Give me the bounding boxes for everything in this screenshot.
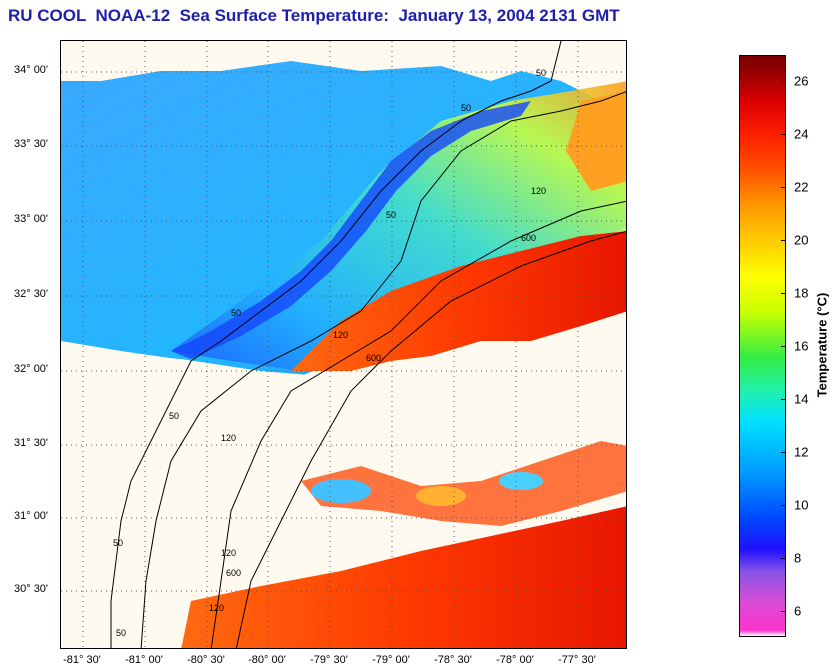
colorbar-label: Temperature (°C): [814, 292, 830, 398]
isobath-label: 50: [116, 628, 126, 638]
temperature-colorbar: [739, 55, 786, 637]
coastal-cold-band: [171, 101, 531, 359]
longitude-label: -80° 00': [248, 654, 286, 666]
latitude-label: 32° 30': [14, 288, 49, 300]
latitude-label: 34° 00': [14, 64, 49, 76]
isobath-labels: 50 50 50 50 120 120 600 600 50 120 120 6…: [113, 68, 546, 638]
latitude-label: 33° 30': [14, 138, 49, 150]
colorbar-tick-label: 24: [794, 126, 809, 142]
colorbar-tick-mark: [781, 451, 786, 453]
coastline-isobaths: [110, 41, 626, 648]
isobath-label: 50: [386, 210, 396, 220]
isobath-label: 120: [221, 548, 236, 558]
colorbar-tick-label: 12: [794, 444, 809, 460]
colorbar-tick-mark: [781, 346, 786, 347]
mid-patches: [301, 441, 626, 526]
colorbar-tick-label: 10: [794, 497, 809, 513]
map-title: RU COOL NOAA-12 Sea Surface Temperature:…: [8, 6, 620, 25]
longitude-label: -78° 00': [496, 654, 534, 666]
colorbar-tick-label: 18: [794, 285, 809, 301]
cloud-band: [61, 331, 626, 491]
isobath-50: [140, 91, 626, 648]
isobath-label: 120: [333, 330, 348, 340]
colorbar-tick-mark: [781, 134, 786, 136]
latitude-label: 33° 00': [14, 213, 49, 225]
colorbar-tick-label: 16: [794, 338, 809, 354]
colorbar-tick-label: 26: [794, 73, 809, 89]
colorbar-tick-label: 20: [794, 232, 809, 248]
longitude-label: -80° 30': [187, 654, 225, 666]
colorbar-tick-label: 22: [794, 179, 809, 195]
warm-northeast-patch: [566, 91, 626, 191]
longitude-label: -79° 00': [372, 654, 410, 666]
coastline: [110, 41, 562, 648]
isobath-label: 120: [531, 186, 546, 196]
colorbar-tick-label: 8: [794, 550, 802, 566]
latitude-label: 31° 30': [14, 437, 49, 449]
isobath-label: 50: [536, 68, 546, 78]
gulf-stream-south: [181, 506, 626, 648]
isobath-120: [210, 200, 626, 648]
isobath-label: 600: [366, 353, 381, 363]
longitude-label: -79° 30': [310, 654, 348, 666]
colorbar-tick-mark: [781, 187, 786, 189]
isobath-label: 600: [521, 233, 536, 243]
colorbar-tick-mark: [781, 240, 786, 242]
isobath-label: 600: [226, 568, 241, 578]
colorbar-tick-label: 14: [794, 391, 809, 407]
sst-map[interactable]: 50 50 50 50 120 120 600 600 50 120 120 6…: [60, 40, 627, 649]
colorbar-tick-mark: [781, 557, 786, 559]
colorbar-tick-label: 6: [794, 603, 802, 619]
colorbar-tick-mark: [781, 504, 786, 506]
longitude-label: -77° 30': [558, 654, 596, 666]
colorbar-tick-mark: [781, 81, 786, 83]
longitude-label: -78° 30': [434, 654, 472, 666]
isobath-label: 50: [461, 103, 471, 113]
colorbar-tick-mark: [781, 293, 786, 295]
isobath-label: 50: [169, 411, 179, 421]
longitude-label: -81° 00': [125, 654, 163, 666]
isobath-label: 50: [113, 538, 123, 548]
colorbar-tick-mark: [781, 398, 786, 400]
latitude-label: 32° 00': [14, 363, 49, 375]
sst-map-canvas: 50 50 50 50 120 120 600 600 50 120 120 6…: [61, 41, 626, 648]
isobath-label: 50: [231, 308, 241, 318]
isobath-label: 120: [209, 603, 224, 613]
colorbar-tick-mark: [781, 610, 786, 612]
latitude-label: 31° 00': [14, 510, 49, 522]
gulf-stream-north: [291, 231, 626, 371]
isobath-label: 120: [221, 433, 236, 443]
isobath-600: [235, 231, 626, 648]
latitude-label: 30° 30': [14, 583, 49, 595]
longitude-label: -81° 30': [63, 654, 101, 666]
